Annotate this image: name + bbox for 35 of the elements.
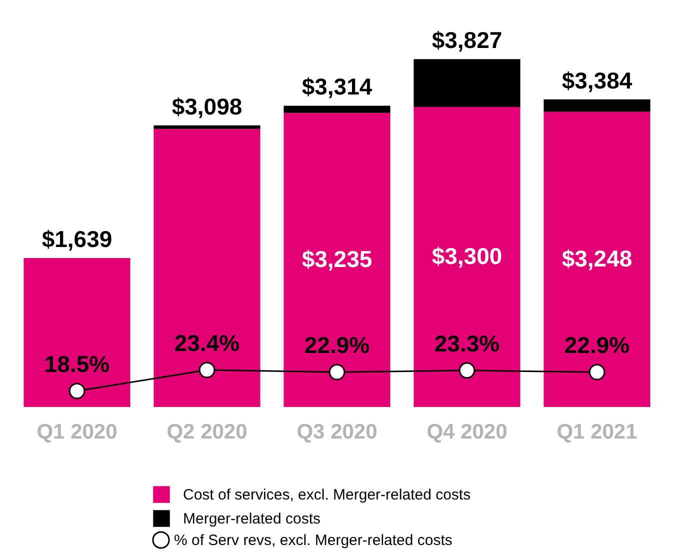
total-label: $1,639 xyxy=(42,226,112,252)
bar xyxy=(284,112,390,407)
legend-label: % of Serv revs, excl. Merger-related costs xyxy=(174,532,452,549)
x-tick-label: Q4 2020 xyxy=(426,420,508,444)
bar xyxy=(24,258,130,407)
data-label: 23.4% xyxy=(174,330,240,356)
bar xyxy=(544,112,650,407)
x-tick-label: Q2 2020 xyxy=(166,420,248,444)
bar xyxy=(154,125,260,129)
total-label: $3,314 xyxy=(302,74,372,100)
data-label: 22.9% xyxy=(564,332,630,358)
total-label: $3,384 xyxy=(562,67,632,94)
bar xyxy=(154,128,260,407)
legend-label: Cost of services, excl. Merger-related costs xyxy=(183,486,471,504)
point xyxy=(198,362,216,378)
data-label: $3,300 xyxy=(432,243,502,269)
data-label: 18.5% xyxy=(44,351,110,377)
data-label: $3,248 xyxy=(562,245,632,272)
legend-label: Merger-related costs xyxy=(183,510,321,528)
total-label: $3,827 xyxy=(432,27,502,54)
x-tick-label: Q1 2020 xyxy=(36,420,118,444)
point xyxy=(68,382,86,400)
bar xyxy=(544,99,650,112)
total-label: $3,098 xyxy=(172,93,242,120)
bar xyxy=(414,59,520,107)
x-tick-label: Q1 2021 xyxy=(556,420,638,444)
data-label: 23.3% xyxy=(434,330,500,356)
bar xyxy=(284,106,390,113)
data-label: $3,235 xyxy=(302,246,372,272)
point xyxy=(588,364,606,380)
data-label: 22.9% xyxy=(304,332,370,358)
point xyxy=(458,362,476,379)
point xyxy=(328,364,346,380)
x-tick-label: Q3 2020 xyxy=(296,420,378,444)
bar xyxy=(414,107,520,407)
